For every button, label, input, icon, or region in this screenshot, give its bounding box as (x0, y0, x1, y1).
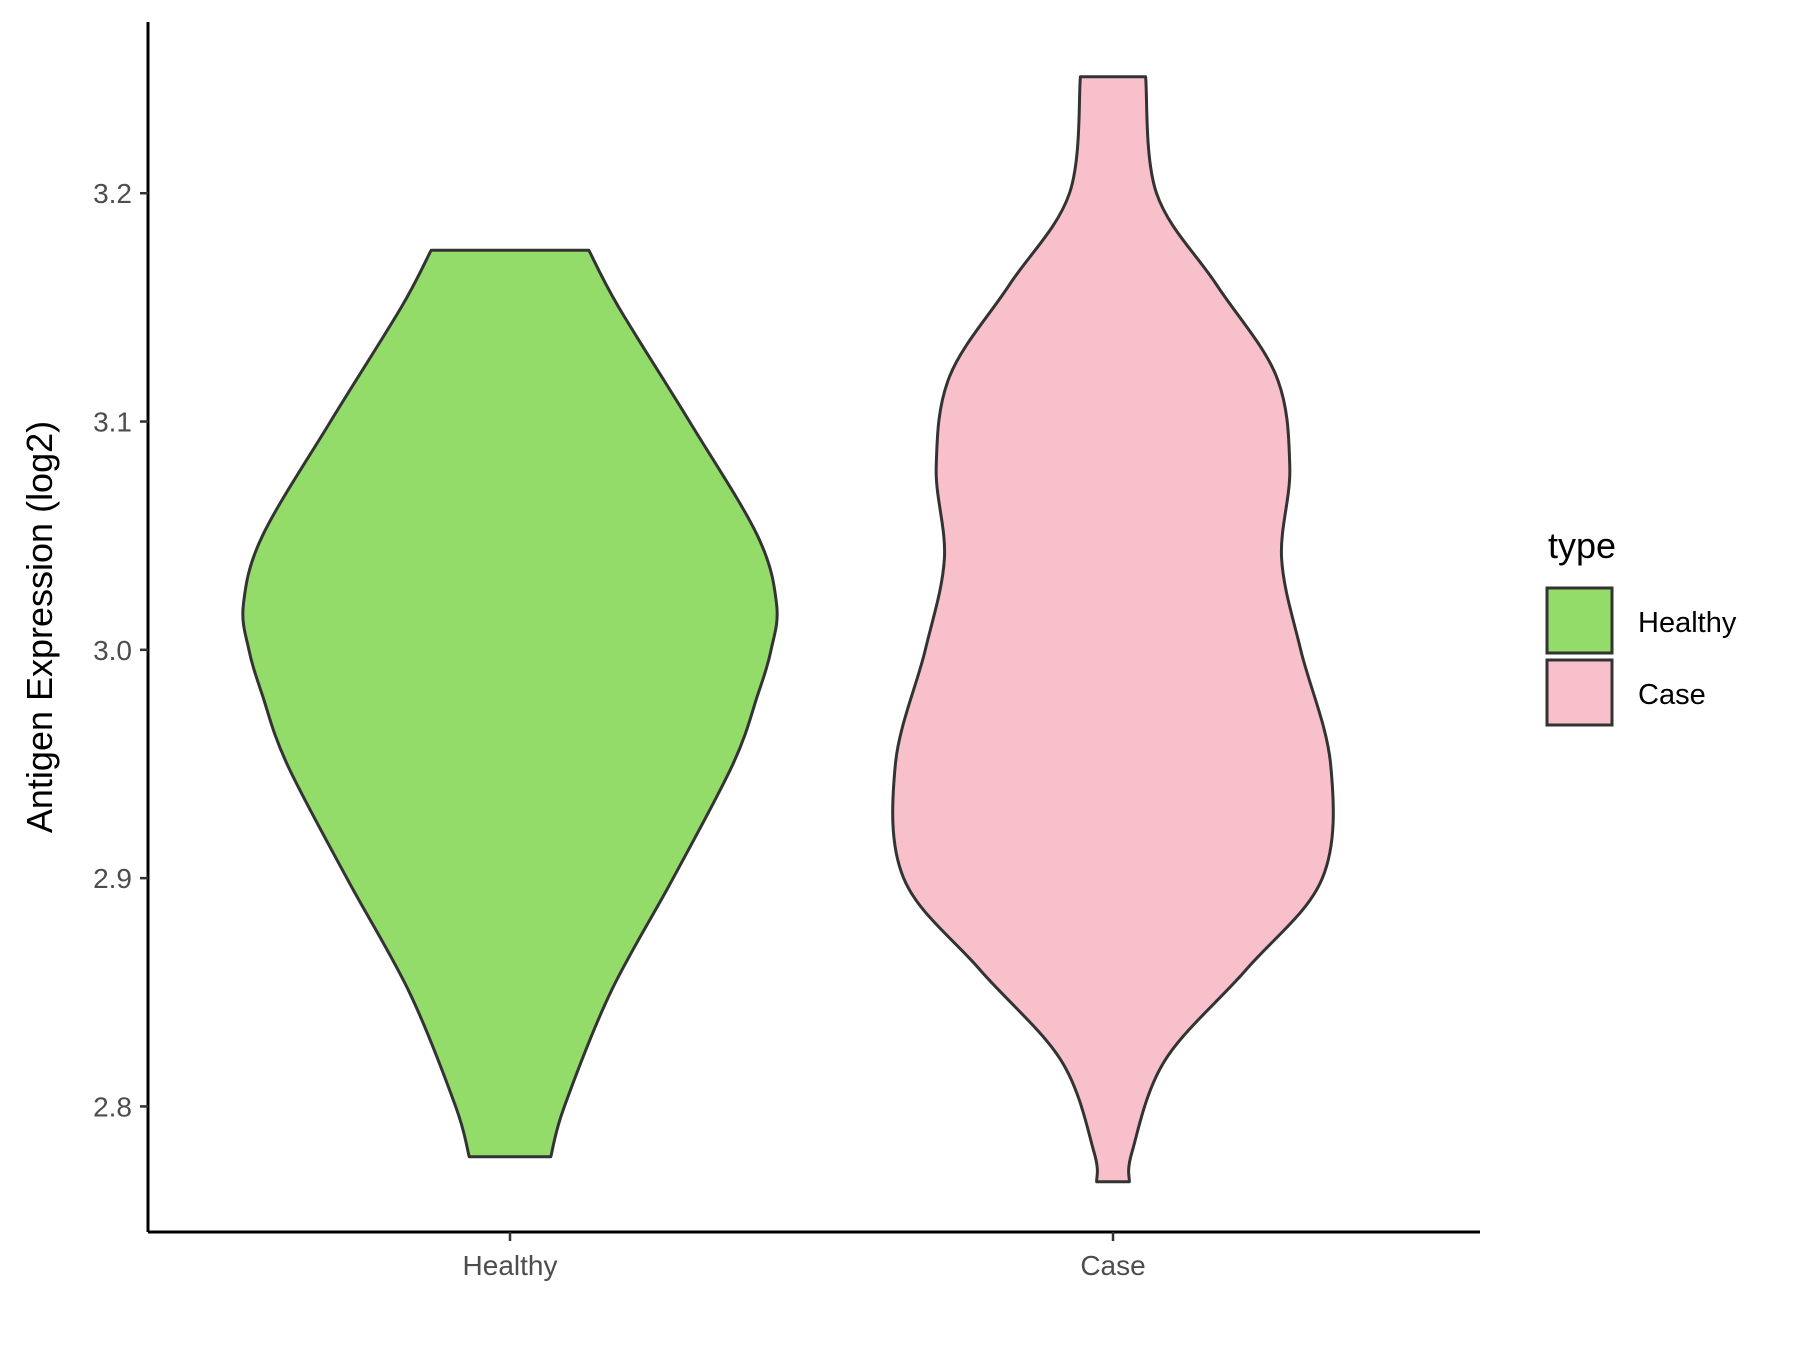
y-tick-label: 3.1 (93, 407, 132, 438)
legend-key-healthy (1545, 586, 1614, 655)
y-tick-label: 2.8 (93, 1091, 132, 1122)
y-tick-label: 3.0 (93, 635, 132, 666)
legend-label-healthy: Healthy (1638, 607, 1737, 639)
violin-layer (241, 75, 1335, 1184)
y-ticks: 2.8 2.9 3.0 3.1 3.2 (93, 178, 148, 1122)
y-tick-label: 2.9 (93, 863, 132, 894)
legend: type Healthy Case (1545, 525, 1737, 727)
x-ticks: Healthy Case (463, 1232, 1146, 1281)
y-tick-label: 3.2 (93, 178, 132, 209)
x-tick-label: Case (1080, 1250, 1145, 1281)
legend-key-case (1545, 658, 1614, 727)
violin-case (891, 75, 1335, 1184)
axes (146, 22, 1480, 1234)
violin-healthy (241, 248, 779, 1159)
y-axis-title: Antigen Expression (log2) (19, 421, 60, 833)
legend-title: type (1548, 525, 1616, 566)
x-tick-label: Healthy (463, 1250, 558, 1281)
legend-label-case: Case (1638, 679, 1706, 711)
